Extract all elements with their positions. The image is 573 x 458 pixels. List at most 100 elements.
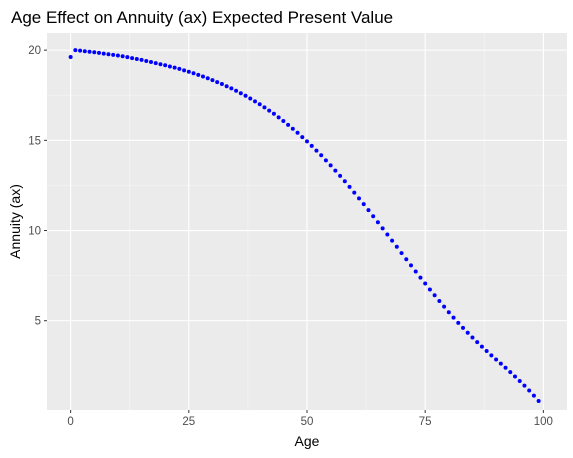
data-point [380, 226, 385, 231]
data-point [125, 55, 130, 60]
data-point [78, 48, 83, 53]
data-point [494, 357, 499, 362]
data-point [167, 64, 172, 69]
y-tick-label: 20 [28, 45, 41, 57]
x-tick-label: 75 [419, 416, 432, 428]
data-point [130, 56, 135, 61]
data-point [295, 130, 300, 135]
x-axis-ticks: 0 25 50 75 100 [67, 410, 553, 428]
data-point [404, 257, 409, 262]
data-point [92, 50, 97, 55]
data-point [286, 122, 291, 127]
data-point [182, 68, 187, 73]
data-point [366, 208, 371, 213]
data-point [498, 361, 503, 366]
data-point [73, 48, 78, 53]
data-point [323, 158, 328, 163]
data-point [489, 353, 494, 358]
data-point [229, 86, 234, 91]
data-point [465, 330, 470, 335]
data-point [446, 310, 451, 315]
data-point [172, 65, 177, 70]
data-point [432, 293, 437, 298]
data-point [347, 184, 352, 189]
data-point [338, 173, 343, 178]
data-point [262, 105, 267, 110]
data-point [309, 143, 314, 148]
x-tick-label: 50 [301, 416, 314, 428]
data-point [413, 269, 418, 274]
data-point [177, 66, 182, 71]
data-point [139, 57, 144, 62]
x-tick-label: 100 [534, 416, 553, 428]
x-axis-title: Age [295, 433, 320, 449]
data-point [513, 374, 517, 379]
data-point [399, 251, 404, 256]
data-point [451, 315, 456, 320]
data-point [276, 115, 281, 120]
data-point [314, 148, 319, 153]
data-points [68, 48, 541, 403]
y-tick-label: 10 [28, 226, 41, 238]
data-point [503, 365, 508, 370]
data-point [385, 232, 390, 237]
data-point [328, 163, 333, 168]
data-point [243, 93, 248, 98]
data-point [101, 51, 106, 56]
data-point [111, 52, 116, 57]
data-point [271, 111, 276, 116]
data-point [115, 53, 120, 58]
data-point [531, 393, 536, 398]
data-point [87, 49, 92, 54]
data-point [305, 139, 309, 144]
data-point [257, 102, 262, 107]
data-point [149, 60, 153, 65]
data-point [186, 69, 191, 74]
y-tick-label: 15 [28, 135, 41, 147]
data-point [300, 135, 305, 140]
data-point [357, 196, 361, 201]
data-point [68, 54, 73, 59]
data-point [144, 58, 149, 63]
data-point [224, 84, 229, 89]
data-point [290, 126, 295, 131]
data-point [106, 52, 111, 57]
data-point [461, 325, 465, 330]
data-point [205, 76, 210, 81]
data-point [475, 340, 480, 345]
data-point [191, 71, 196, 76]
data-point [536, 398, 541, 403]
data-point [342, 179, 347, 184]
data-point [456, 320, 461, 325]
data-point [361, 202, 366, 207]
data-point [238, 91, 243, 96]
data-point [248, 96, 253, 101]
data-point [418, 275, 423, 280]
data-point [97, 50, 101, 55]
chart-title: Age Effect on Annuity (ax) Expected Pres… [11, 8, 393, 27]
y-tick-label: 5 [35, 316, 41, 328]
y-axis-title: Annuity (ax) [7, 184, 23, 259]
data-point [267, 108, 272, 113]
data-point [253, 99, 257, 104]
data-point [508, 370, 513, 375]
data-point [375, 220, 380, 225]
data-point [371, 214, 376, 219]
data-point [234, 88, 239, 93]
data-point [333, 168, 338, 173]
data-point [281, 119, 286, 124]
x-tick-label: 25 [182, 416, 195, 428]
data-point [210, 78, 215, 83]
data-point [215, 80, 220, 85]
data-point [437, 299, 442, 304]
data-point [409, 263, 413, 268]
data-point [219, 82, 224, 87]
data-point [479, 344, 484, 349]
y-axis-ticks: 5 10 15 20 [28, 45, 47, 328]
data-point [319, 153, 324, 158]
data-point [423, 281, 428, 286]
x-tick-label: 0 [67, 416, 73, 428]
data-point [158, 62, 163, 67]
data-point [517, 378, 522, 383]
